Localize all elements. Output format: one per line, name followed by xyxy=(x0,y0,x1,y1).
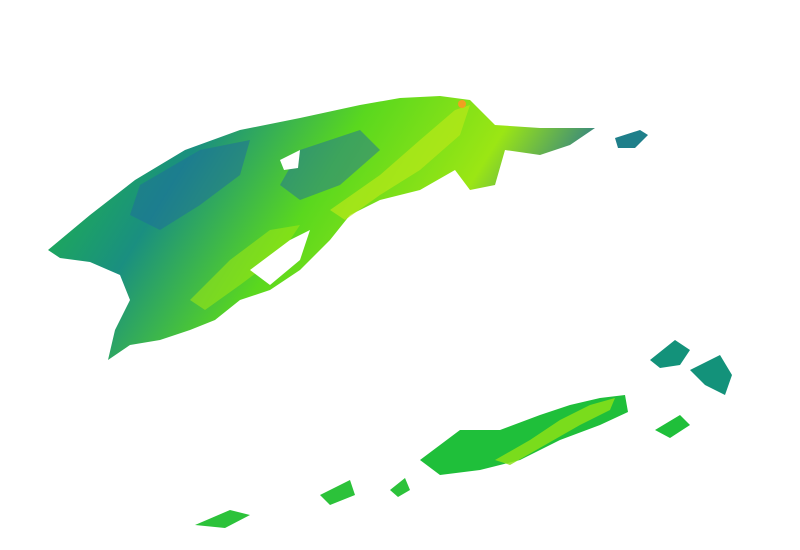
clear-gap-1 xyxy=(280,150,300,170)
storm-cell-south-bright xyxy=(495,398,615,465)
main-precipitation-band xyxy=(48,96,648,360)
storm-cell-far-east xyxy=(650,340,690,368)
dark-core-west xyxy=(130,140,250,230)
east-fragment xyxy=(615,130,648,148)
peak-cell xyxy=(458,100,466,108)
storm-cell-south-fragment xyxy=(195,510,250,528)
storm-cell-east-edge xyxy=(690,355,732,395)
dark-core-center xyxy=(280,130,380,200)
southern-precipitation-band xyxy=(195,340,732,528)
storm-cell-mid xyxy=(390,478,410,497)
storm-cell-north xyxy=(48,96,595,360)
bright-ridge xyxy=(330,105,470,220)
storm-cell-southwest xyxy=(320,480,355,505)
bright-ridge-south xyxy=(190,225,300,310)
storm-cell-east-small xyxy=(655,415,690,438)
clear-gap-2 xyxy=(250,230,310,285)
